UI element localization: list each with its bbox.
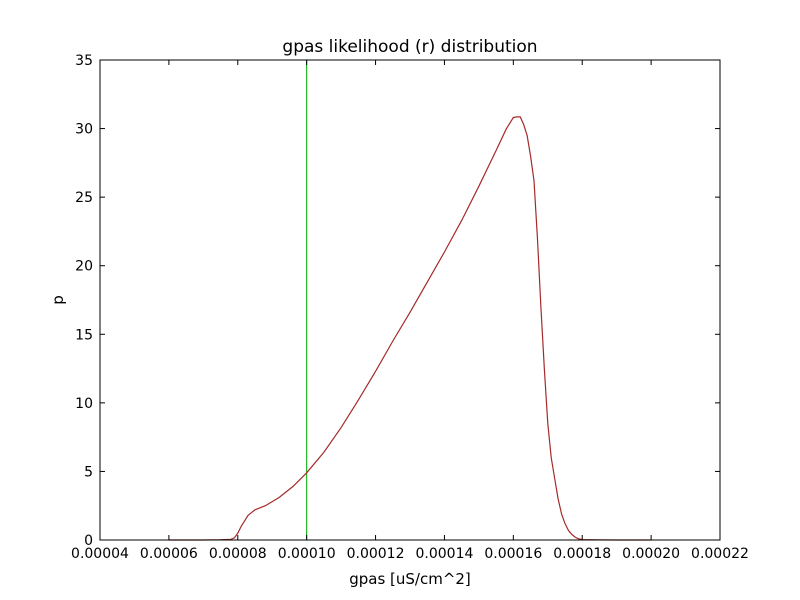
x-tick-label: 0.00022 [691, 546, 749, 562]
y-tick-label: 20 [75, 259, 93, 275]
y-tick-label: 15 [75, 327, 93, 343]
y-tick-label: 5 [84, 464, 93, 480]
y-tick-label: 10 [75, 396, 93, 412]
y-tick-label: 0 [84, 533, 93, 549]
axis-ticks: 0.00004 0.00006 0.00008 0.00010 0.00012 0.000… [71, 53, 749, 562]
x-axis-label: gpas [uS/cm^2] [349, 570, 471, 588]
plot-area [168, 60, 652, 541]
x-tick-label: 0.00012 [347, 546, 405, 562]
series-line-0 [168, 116, 652, 541]
y-tick-label: 30 [75, 122, 93, 138]
y-tick-label: 35 [75, 53, 93, 69]
chart-title: gpas likelihood (r) distribution [282, 37, 537, 57]
y-tick-label: 25 [75, 190, 93, 206]
x-tick-label: 0.00020 [622, 546, 680, 562]
x-tick-label: 0.00018 [553, 546, 611, 562]
x-tick-label: 0.00010 [278, 546, 336, 562]
plot-frame [99, 59, 721, 541]
x-tick-label: 0.00008 [209, 546, 267, 562]
x-tick-label: 0.00004 [71, 546, 129, 562]
x-tick-label: 0.00014 [415, 546, 473, 562]
y-axis-label: p [49, 295, 67, 305]
x-tick-label: 0.00016 [484, 546, 542, 562]
x-tick-label: 0.00006 [140, 546, 198, 562]
